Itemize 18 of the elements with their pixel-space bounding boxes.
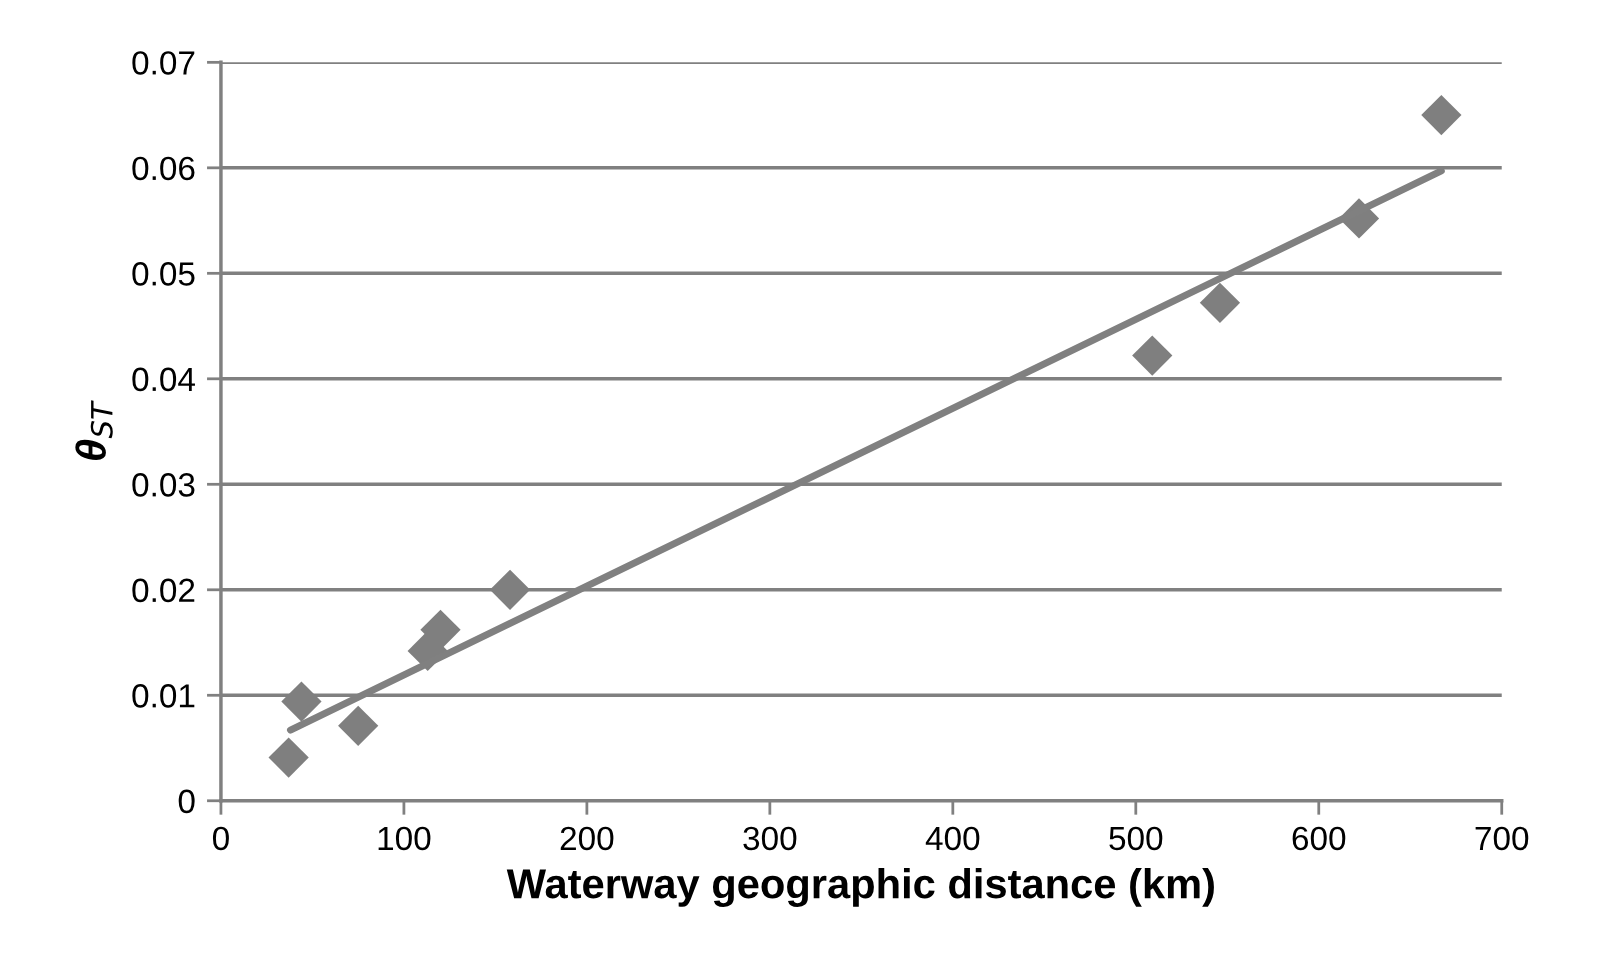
x-tick-label: 300 — [743, 826, 797, 851]
y-tick-label: 0 — [178, 789, 195, 814]
y-tick-label: 0.04 — [132, 367, 195, 392]
y-tick-label: 0.05 — [132, 262, 195, 286]
x-tick-label: 100 — [378, 826, 431, 851]
y-axis-title: θ$_{ST}$ — [75, 400, 113, 460]
y-tick-label: 0.01 — [132, 684, 195, 708]
y-tick-label: 0.03 — [132, 473, 195, 497]
x-tick-label: 0 — [212, 826, 229, 851]
x-tick-label: 400 — [925, 826, 980, 851]
y-tick-label: 0.06 — [132, 156, 195, 181]
y-tick-label: 0.02 — [132, 578, 195, 603]
x-axis-title: Waterway geographic distance (km) — [506, 867, 1214, 907]
x-tick-label: 600 — [1292, 826, 1346, 851]
x-tick-label: 500 — [1109, 826, 1163, 851]
y-tick-label: 0.07 — [132, 51, 195, 75]
x-tick-label: 200 — [560, 826, 614, 851]
x-tick-label: 700 — [1475, 826, 1529, 851]
